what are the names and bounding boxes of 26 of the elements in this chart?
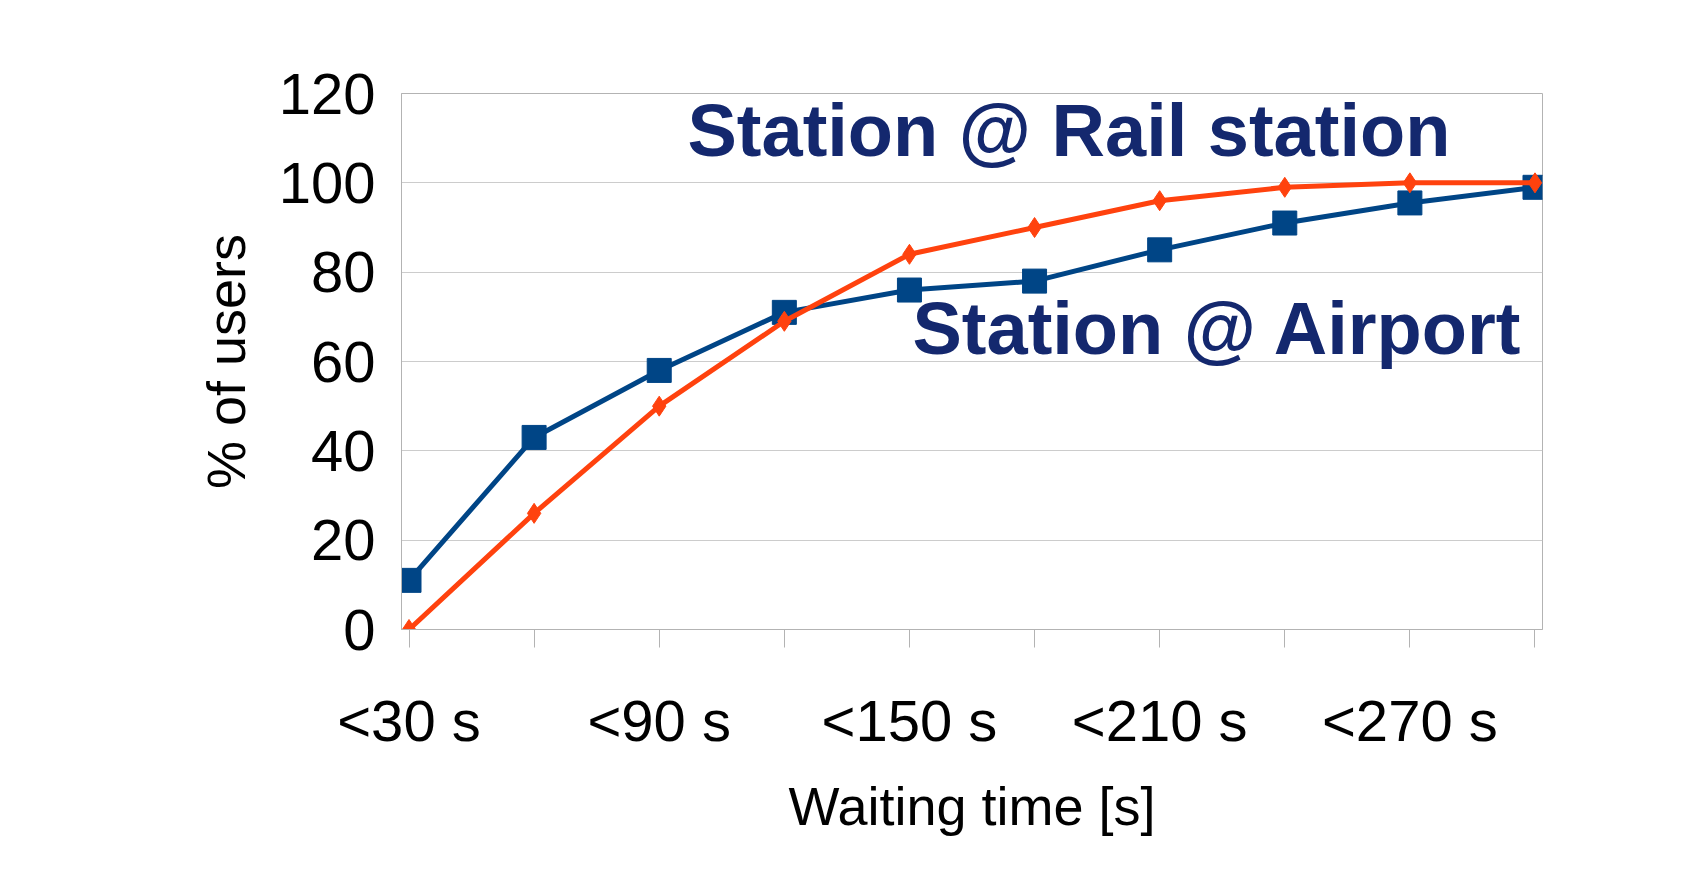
point bbox=[1022, 268, 1048, 294]
point bbox=[521, 424, 547, 450]
point bbox=[1272, 210, 1298, 236]
x-tick-label: <30 s bbox=[337, 687, 481, 753]
y-tick-label: 60 bbox=[310, 328, 376, 394]
x-tick-label: <210 s bbox=[1071, 687, 1248, 753]
y-tick-label: 100 bbox=[278, 149, 376, 215]
y-tick-label: 120 bbox=[278, 60, 376, 126]
point bbox=[1027, 217, 1042, 238]
x-tick-label: <90 s bbox=[587, 687, 731, 753]
x-tick-label: <270 s bbox=[1322, 687, 1498, 753]
y-tick-label: 40 bbox=[310, 417, 376, 483]
point bbox=[1402, 172, 1418, 194]
series-label: Station @ Rail station bbox=[687, 88, 1451, 172]
x-axis-title: Waiting time [s] bbox=[788, 775, 1156, 836]
y-tick-label: 20 bbox=[310, 507, 376, 573]
point bbox=[526, 502, 542, 524]
point bbox=[1527, 172, 1543, 194]
series-label: Station @ Airport bbox=[912, 286, 1521, 370]
point bbox=[646, 357, 672, 383]
x-tick-label: <150 s bbox=[821, 687, 998, 753]
point bbox=[1147, 237, 1173, 263]
y-axis-title: % of users bbox=[195, 233, 256, 490]
y-tick-label: 0 bbox=[343, 596, 376, 662]
point bbox=[1397, 190, 1423, 216]
y-tick-label: 80 bbox=[310, 239, 376, 305]
